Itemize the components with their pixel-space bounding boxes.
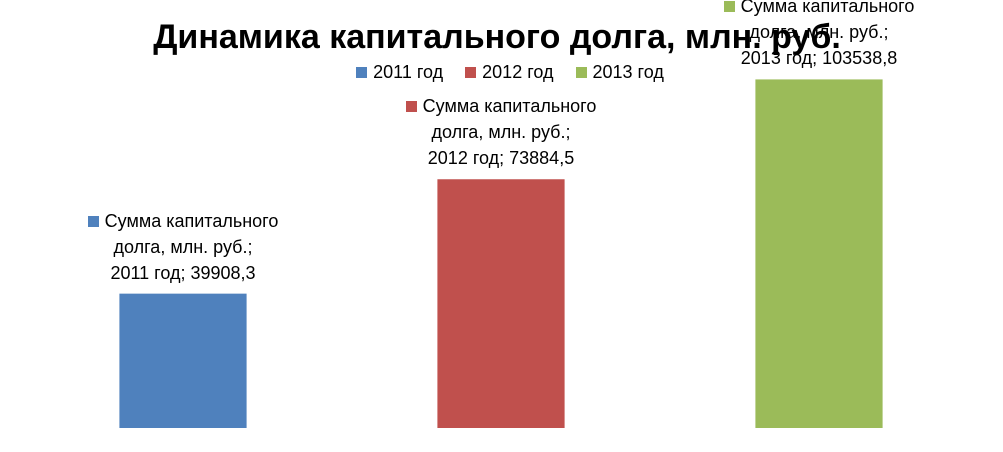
series-name: 2011 год: [110, 262, 181, 283]
separator: ;: [883, 22, 889, 43]
legend-key: [465, 67, 477, 78]
data-label: Сумма капитального долга, млн. руб.; 201…: [391, 93, 611, 171]
chart-title: Динамика капитального долга, млн. руб.: [153, 18, 841, 56]
category-text: Сумма капитального долга, млн. руб.: [422, 96, 597, 143]
category-text: Сумма капитального долга, млн. руб.: [104, 210, 279, 257]
category-text: Сумма капитального долга, млн. руб.: [740, 0, 915, 43]
legend-label: 2013 год: [592, 62, 664, 82]
legend-item: 2011 год: [356, 62, 443, 83]
separator: ;: [180, 262, 191, 283]
data-label-category: Сумма капитального долга, млн. руб.;: [405, 96, 597, 143]
bar: [755, 79, 883, 428]
value-label: 103538,8: [822, 48, 898, 69]
data-label-value-line: 2011 год; 39908,3: [73, 260, 293, 286]
legend-key: [405, 101, 417, 113]
legend-key: [723, 1, 735, 13]
separator: ;: [812, 48, 823, 69]
data-label-category: Сумма капитального долга, млн. руб.;: [87, 210, 279, 257]
bar: [437, 179, 565, 428]
value-label: 73884,5: [509, 148, 575, 169]
legend-key: [87, 215, 99, 227]
legend-key: [575, 67, 587, 78]
data-label: Сумма капитального долга, млн. руб.; 201…: [73, 208, 293, 286]
separator: ;: [565, 122, 571, 143]
legend-item: 2012 год: [465, 62, 554, 83]
series-name: 2012 год: [427, 148, 500, 169]
separator: ;: [499, 148, 510, 169]
data-label-category: Сумма капитального долга, млн. руб.;: [723, 0, 915, 43]
legend-label: 2011 год: [373, 62, 444, 82]
data-label-value-line: 2013 год; 103538,8: [709, 45, 929, 71]
legend-item: 2013 год: [575, 62, 664, 83]
value-label: 39908,3: [190, 262, 256, 283]
legend: 2011 год 2012 год 2013 год: [0, 62, 1003, 83]
series-name: 2013 год: [740, 48, 813, 69]
data-label-value-line: 2012 год; 73884,5: [391, 145, 611, 171]
legend-label: 2012 год: [482, 62, 554, 82]
separator: ;: [247, 236, 253, 257]
bar: [119, 293, 247, 428]
data-label: Сумма капитального долга, млн. руб.; 201…: [709, 0, 929, 71]
legend-key: [356, 67, 368, 78]
